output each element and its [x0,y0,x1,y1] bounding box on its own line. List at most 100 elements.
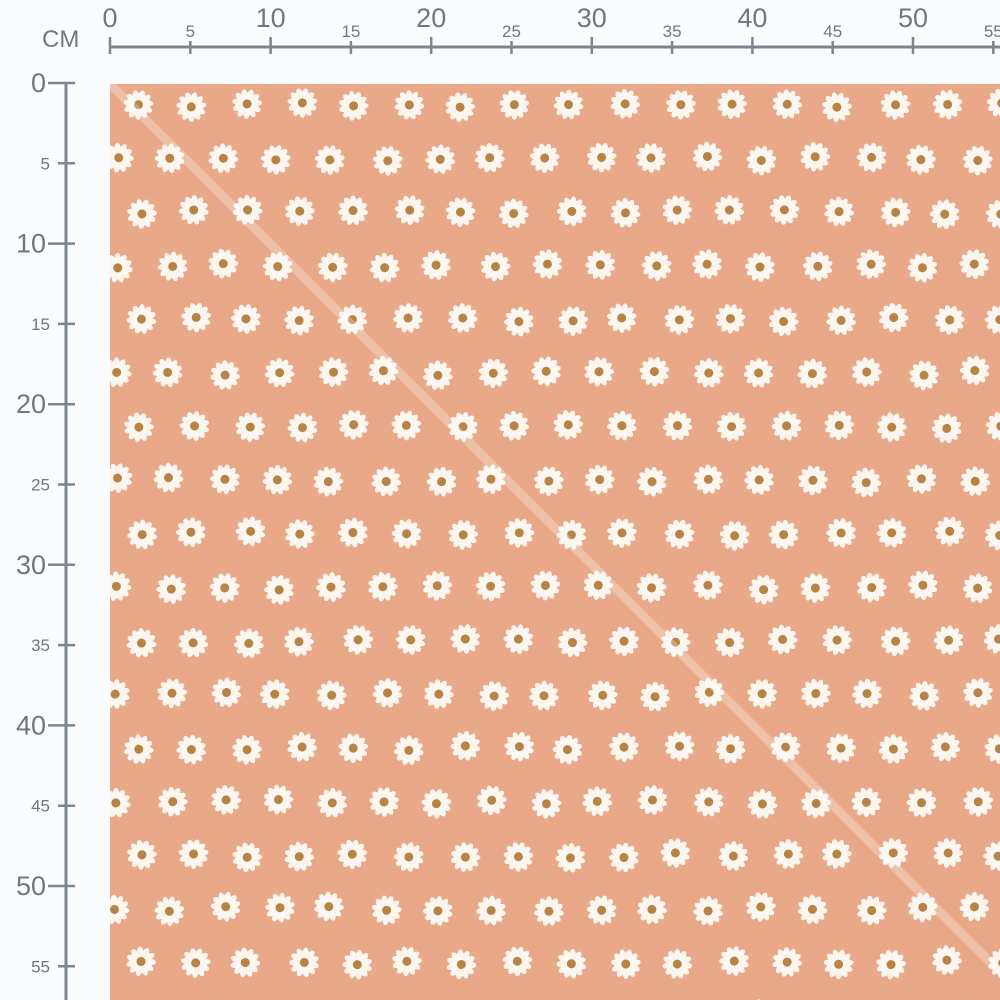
daisy-icon [392,946,422,977]
daisy-icon [209,464,240,495]
daisy-icon [124,734,154,764]
daisy-icon [393,303,423,333]
daisy-icon [181,302,212,333]
daisy-icon [880,626,911,657]
daisy-icon [178,627,209,658]
daisy-icon [499,410,530,441]
daisy-icon [770,732,801,763]
daisy-icon [477,785,507,816]
daisy-icon [558,306,588,336]
daisy-icon [65,297,105,337]
tick-label: 15 [31,315,50,334]
daisy-icon [985,199,1000,230]
daisy-icon [157,251,188,282]
daisy-icon [983,624,1000,654]
daisy-icon [504,517,535,548]
daisy-icon [745,252,775,282]
daisy-icon [156,574,186,604]
daisy-icon [176,734,207,765]
tick-label: 0 [31,68,46,98]
daisy-icon [371,895,402,926]
daisy-icon [963,678,993,708]
daisy-icon [110,571,132,602]
daisy-icon [319,357,349,388]
daisy-icon [110,894,130,925]
daisy-icon [448,412,478,442]
daisy-icon [284,626,314,657]
daisy-icon [208,143,239,173]
daisy-icon [746,145,777,176]
daisy-icon [556,519,587,550]
daisy-icon [426,466,457,497]
daisy-icon [801,678,831,709]
daisy-icon [879,302,909,333]
daisy-icon [637,785,667,815]
daisy-icon [474,142,505,173]
daisy-icon [338,195,368,226]
daisy-icon [746,892,776,922]
daisy-icon [69,945,101,977]
daisy-icon [314,891,344,922]
tick-label: 55 [984,22,1000,41]
daisy-icon [369,787,399,817]
daisy-icon [959,891,990,922]
daisy-icon [445,197,476,228]
daisy-icon [909,680,939,711]
daisy-icon [46,355,81,390]
tick-label: 30 [16,550,46,580]
tick-label: 0 [102,3,117,33]
daisy-icon [232,735,262,765]
daisy-icon [476,895,506,926]
tick-label: 25 [31,476,50,495]
daisy-icon [610,88,641,119]
daisy-icon [607,518,637,548]
daisy-icon [768,306,799,337]
daisy-icon [110,142,134,173]
daisy-icon [211,784,242,815]
daisy-icon [498,198,529,229]
daisy-icon [232,89,263,119]
daisy-icon [179,411,210,441]
daisy-icon [66,726,108,768]
daisy-icon [715,304,746,334]
daisy-icon [450,624,480,654]
vertical-ruler: 0 5 10 15 20 25 30 35 40 45 50 55 [16,68,75,1000]
daisy-icon [692,141,723,172]
daisy-icon [504,731,535,762]
daisy-icon [636,573,667,603]
daisy-icon [744,465,774,495]
daisy-icon [880,90,911,120]
daisy-icon [393,735,424,766]
daisy-icon [906,144,936,175]
daisy-icon [931,413,962,444]
daisy-icon [127,199,157,229]
daisy-icon [502,946,533,977]
daisy-icon [960,466,991,496]
daisy-icon [585,249,615,280]
daisy-icon [260,145,291,175]
daisy-icon [800,141,831,172]
daisy-icon [262,464,293,495]
daisy-icon [584,356,615,387]
daisy-icon [285,196,315,227]
daisy-icon [935,305,965,335]
daisy-icon [264,357,295,388]
diagonal-highlight [110,84,1000,976]
daisy-icon [372,677,403,708]
daisy-icon [448,520,479,550]
tick-label: 20 [416,3,446,33]
daisy-icon [909,360,939,391]
daisy-icon [423,360,453,390]
daisy-icon [934,516,965,547]
daisy-icon [259,679,290,710]
daisy-icon [797,358,828,389]
daisy-icon [857,895,887,926]
daisy-icon [714,627,745,658]
tick-label: 45 [823,22,842,41]
daisy-icon [126,628,157,658]
daisy-icon [233,628,264,658]
daisy-icon [503,306,534,337]
daisy-icon [609,732,639,763]
daisy-icon [313,466,344,497]
